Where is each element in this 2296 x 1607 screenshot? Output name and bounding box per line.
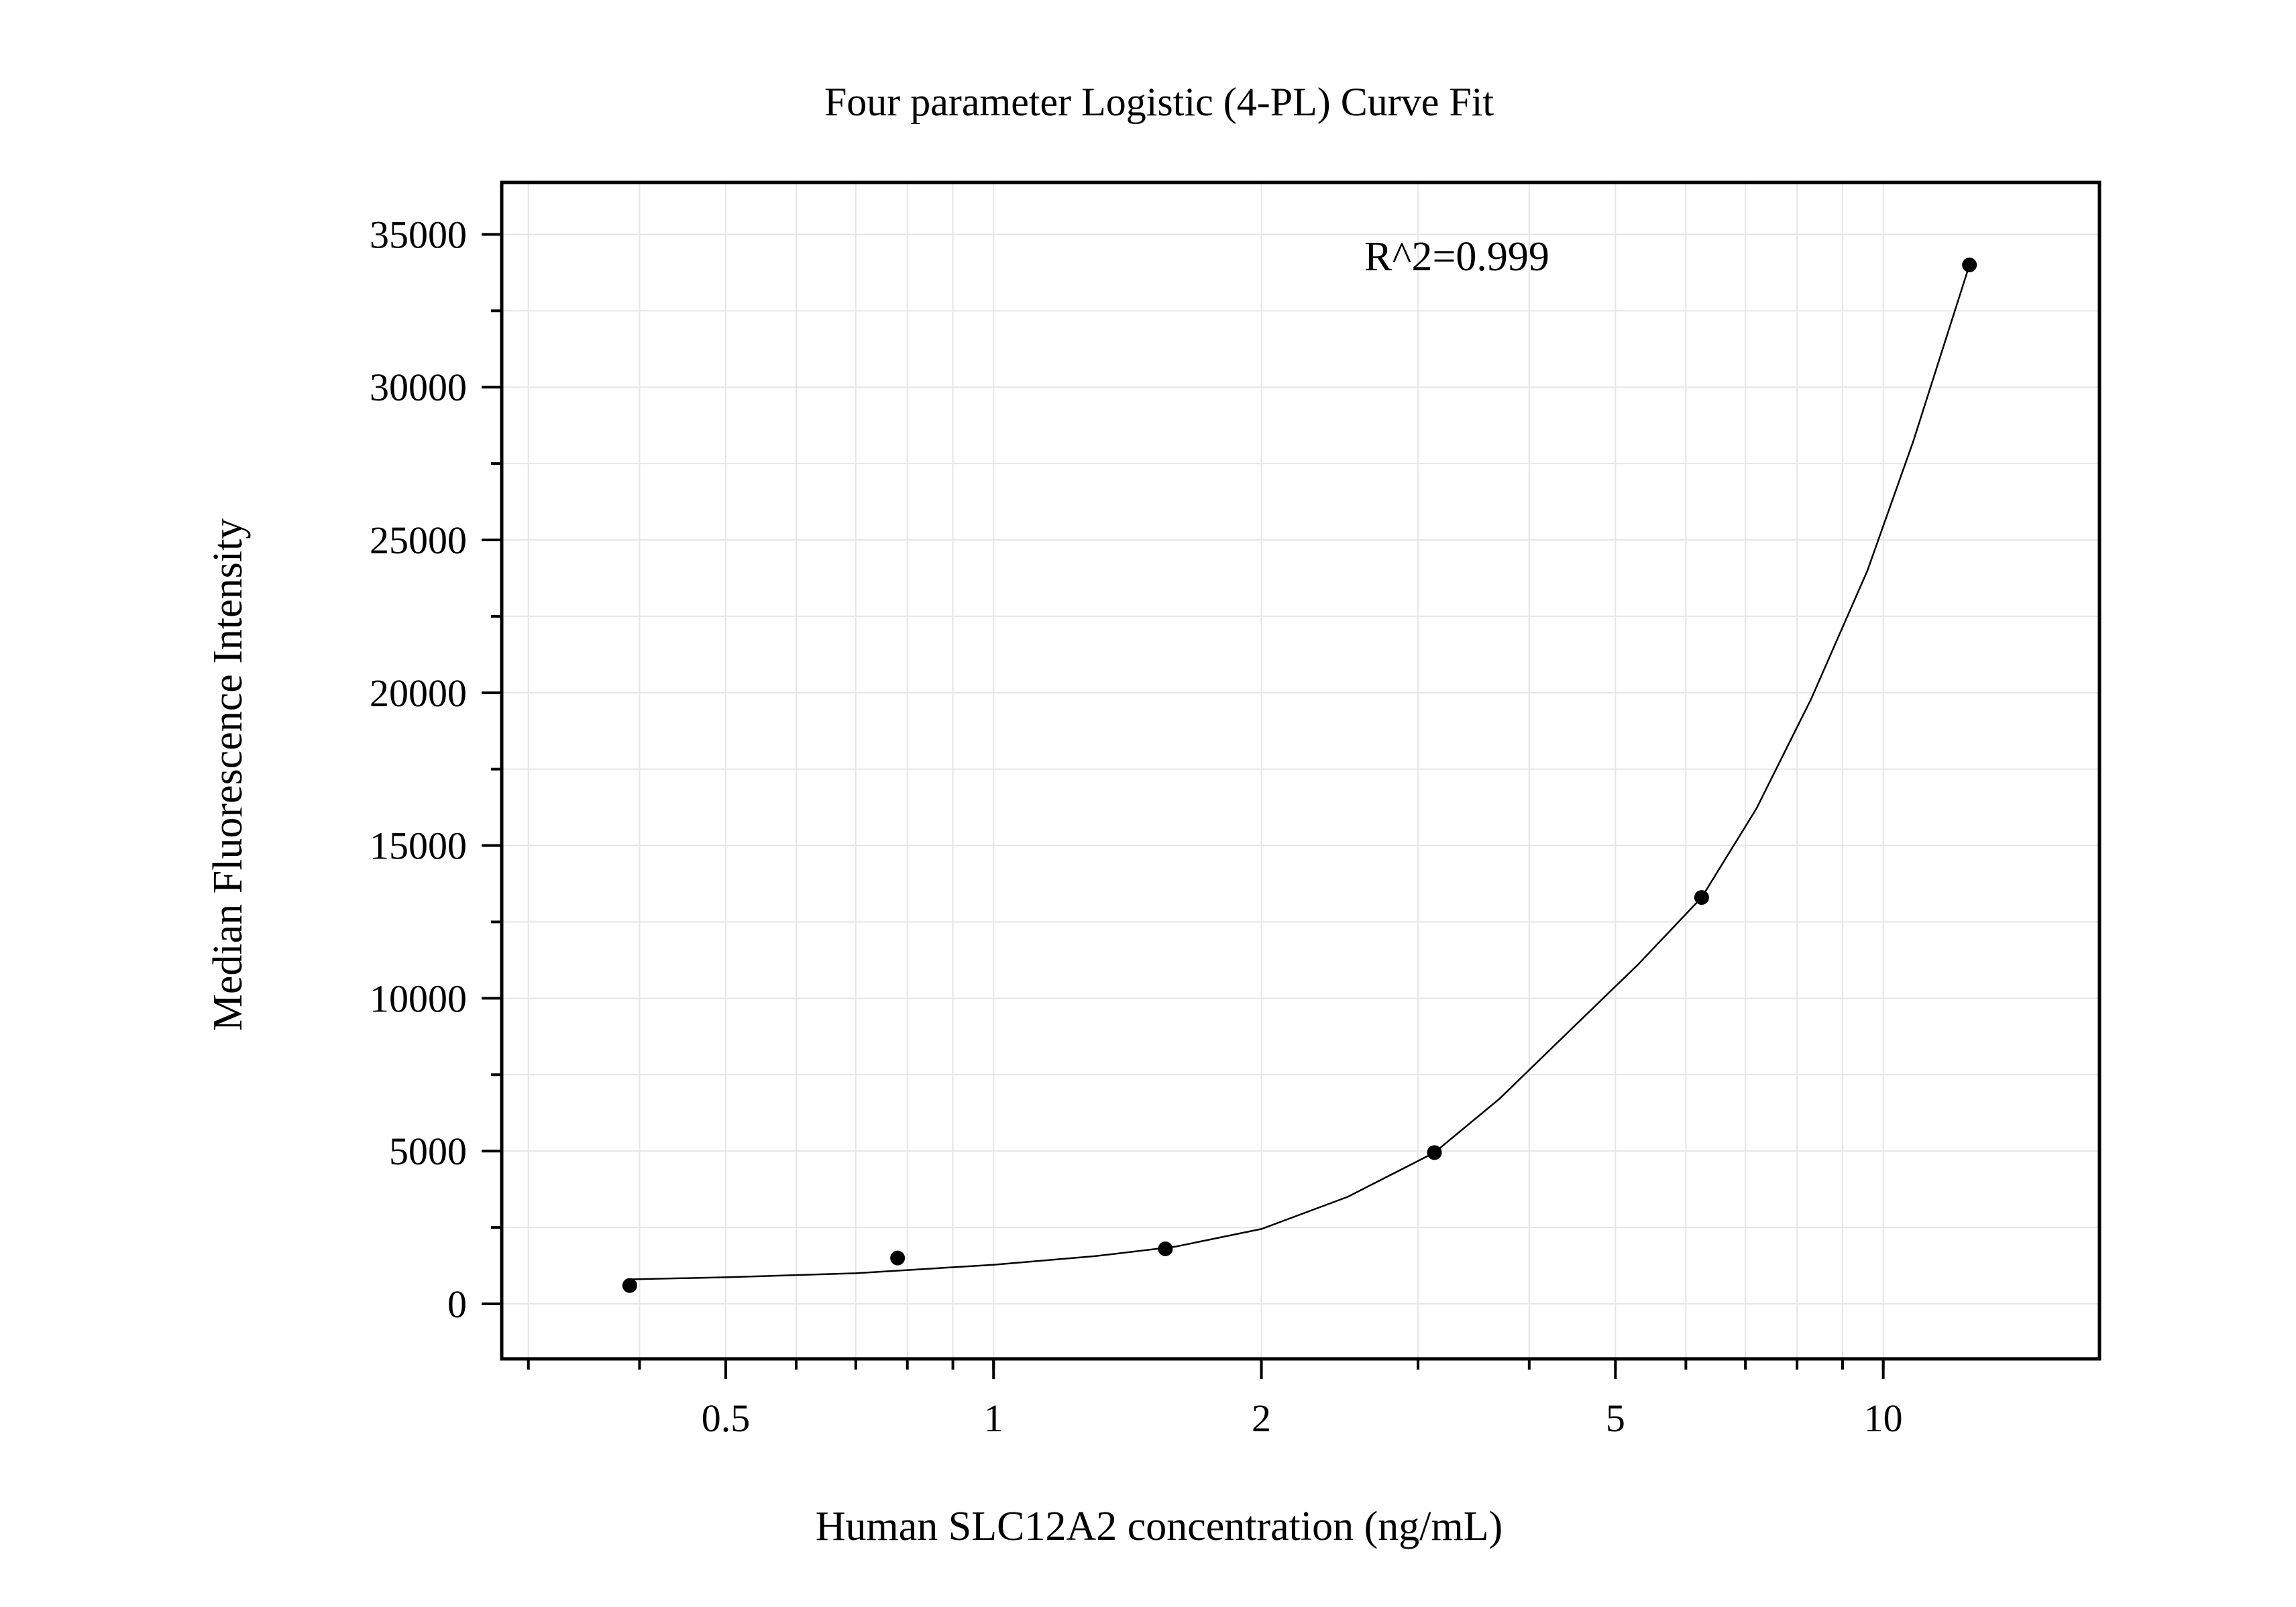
data-point (1158, 1241, 1173, 1256)
y-tick-label: 30000 (370, 366, 467, 409)
data-point (1962, 258, 1977, 273)
x-axis-label: Human SLC12A2 concentration (ng/mL) (816, 1504, 1503, 1549)
x-tick-label: 0.5 (702, 1396, 751, 1440)
data-point (1427, 1145, 1442, 1160)
data-point (890, 1250, 906, 1266)
y-tick-label: 25000 (370, 518, 467, 562)
y-tick-label: 10000 (370, 977, 467, 1020)
y-axis-label: Median Fluorescence Intensity (205, 518, 251, 1031)
x-tick-label: 1 (984, 1396, 1003, 1440)
data-point (1694, 890, 1709, 905)
y-tick-label: 20000 (370, 671, 467, 715)
grid (502, 182, 2099, 1359)
y-tick-label: 15000 (370, 824, 467, 868)
x-tick-label: 5 (1606, 1396, 1625, 1440)
fit-curve (629, 264, 1971, 1280)
y-tick-label: 0 (447, 1282, 467, 1326)
y-tick-label: 5000 (389, 1129, 467, 1173)
chart-title: Four parameter Logistic (4-PL) Curve Fit (824, 80, 1494, 124)
axes: 0.5 1 2 5 10 0 5000 10000 15000 20000 25000 30000 35… (370, 180, 2101, 1440)
plot-frame (500, 180, 2101, 1361)
x-tick-label: 10 (1864, 1396, 1903, 1440)
y-tick-label: 35000 (370, 213, 467, 256)
r-squared-annotation: R^2=0.999 (1364, 234, 1549, 280)
x-tick-label: 2 (1252, 1396, 1271, 1440)
plot-area (622, 258, 1977, 1293)
data-point (622, 1278, 637, 1293)
